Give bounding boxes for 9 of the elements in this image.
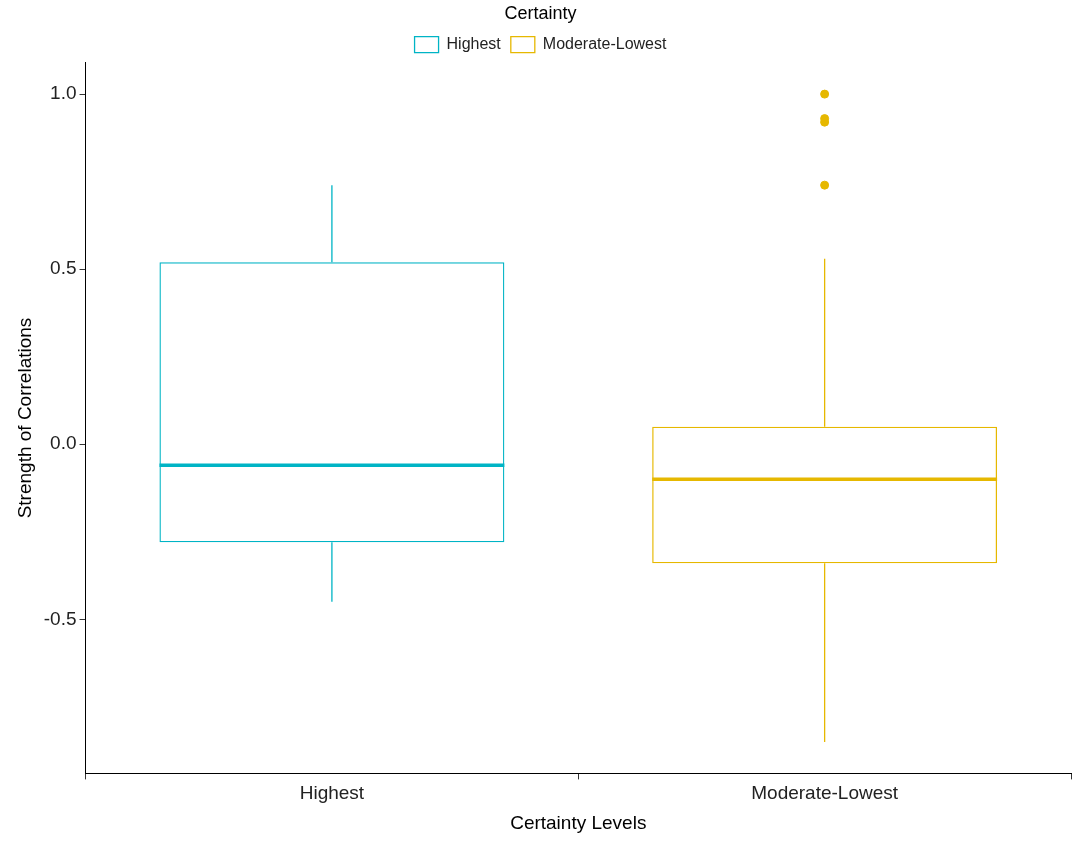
y-tick-label: -0.5 — [43, 607, 77, 629]
legend-title: Certainty — [504, 2, 577, 23]
y-tick-label: 1.0 — [50, 82, 77, 104]
y-tick-label: 0.5 — [50, 257, 77, 279]
x-axis-title: Certainty Levels — [510, 811, 647, 833]
y-axis-title: Strength of Correlations — [13, 317, 35, 519]
legend-label: Moderate-Lowest — [542, 35, 667, 53]
y-tick-label: 0.0 — [50, 432, 77, 454]
legend-label: Highest — [446, 35, 502, 53]
